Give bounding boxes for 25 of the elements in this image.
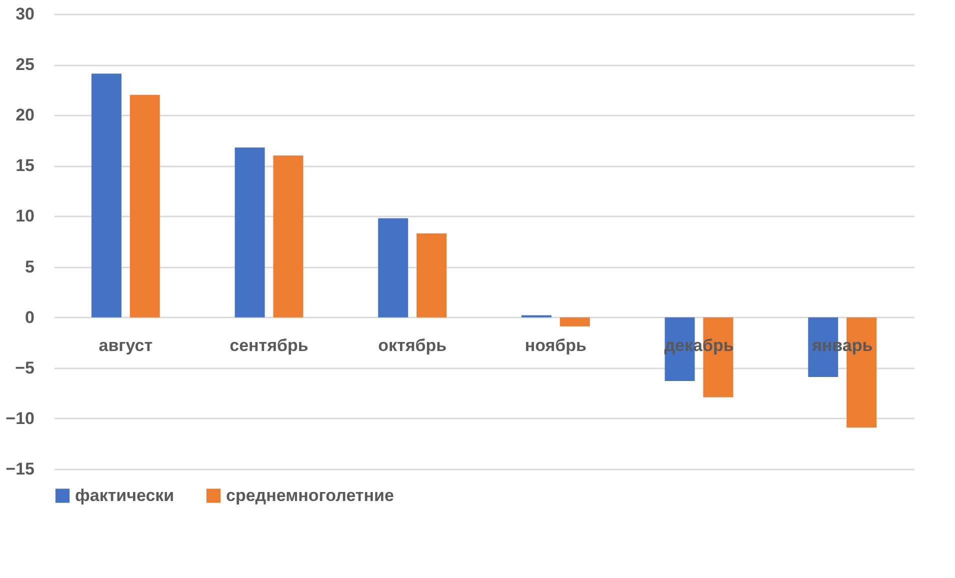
- bar: [91, 74, 122, 318]
- y-tick-label: −15: [6, 460, 34, 478]
- y-tick-label: 0: [25, 308, 34, 327]
- y-tick-label: 10: [16, 206, 34, 226]
- bar: [416, 233, 447, 318]
- bar: [560, 317, 590, 326]
- bar: [273, 156, 304, 318]
- bar: [378, 218, 408, 318]
- y-tick-label: 25: [16, 55, 34, 74]
- x-tick-label: январь: [810, 336, 873, 355]
- x-tick-label: декабрь: [664, 336, 734, 355]
- legend-label: среднемноголетние: [226, 486, 394, 505]
- y-tick-label: 20: [16, 106, 34, 125]
- y-tick-label: −5: [15, 358, 34, 378]
- y-tick-label: 15: [16, 156, 34, 176]
- bar: [234, 147, 265, 318]
- legend-label: фактически: [75, 486, 174, 505]
- y-tick-label: 5: [25, 257, 34, 276]
- y-tick-label: 30: [16, 4, 34, 24]
- x-tick-label: октябрь: [378, 336, 447, 355]
- x-tick-label: ноябрь: [524, 336, 587, 355]
- y-tick-label: −10: [6, 408, 34, 428]
- x-tick-label: сентябрь: [230, 336, 308, 355]
- bar: [130, 94, 160, 318]
- x-tick-label: август: [98, 336, 153, 355]
